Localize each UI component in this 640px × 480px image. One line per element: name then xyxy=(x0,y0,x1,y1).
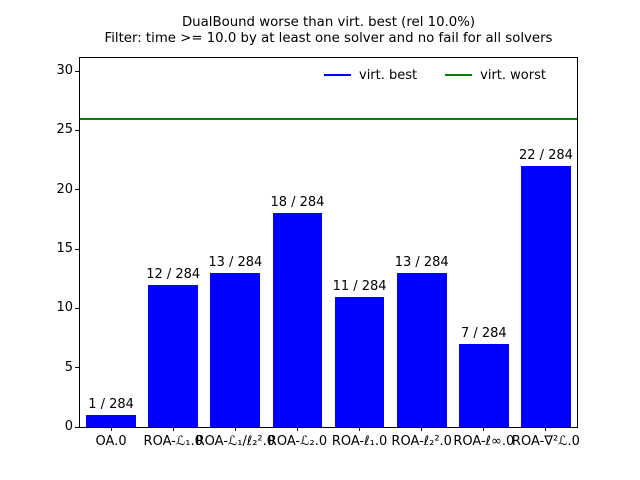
x-axis-tick-label: ROA-ℒ₁/ℓ₂².0 xyxy=(195,434,276,449)
chart-title: DualBound worse than virt. best (rel 10.… xyxy=(80,15,577,47)
bar-value-label: 13 / 284 xyxy=(208,254,263,270)
virt-worst-line xyxy=(80,117,577,120)
bar xyxy=(396,272,447,427)
y-axis-tick xyxy=(75,367,79,369)
x-axis-tick-label: ROA-ℓ₁.0 xyxy=(331,434,388,449)
bar-value-label: 18 / 284 xyxy=(270,195,325,211)
bar xyxy=(210,272,261,427)
bar xyxy=(148,284,199,427)
bar xyxy=(334,296,385,427)
bar xyxy=(521,165,571,427)
chart-title-line2: Filter: time >= 10.0 by at least one sol… xyxy=(104,31,553,47)
y-axis-tick xyxy=(75,248,79,250)
x-axis-tick xyxy=(172,427,174,431)
y-axis-tick-label: 0 xyxy=(64,419,73,434)
x-axis-tick xyxy=(359,427,361,431)
x-axis-tick xyxy=(545,427,547,431)
x-axis-tick-label: OA.0 xyxy=(95,434,127,449)
x-axis-tick xyxy=(421,427,423,431)
bar xyxy=(272,213,323,427)
y-axis-tick-label: 10 xyxy=(56,300,73,316)
legend: virt. best virt. worst xyxy=(324,67,546,83)
y-axis-tick-label: 25 xyxy=(56,122,73,138)
legend-line-virt-worst xyxy=(445,74,473,76)
y-axis-tick xyxy=(75,189,79,191)
legend-label-virt-best: virt. best xyxy=(359,67,418,83)
y-axis-tick xyxy=(75,307,79,309)
y-axis-tick-label: 20 xyxy=(56,181,73,197)
y-axis-tick-label: 5 xyxy=(64,359,73,375)
x-axis-tick-label: ROA-ℓ₂².0 xyxy=(391,434,452,449)
bar-value-label: 7 / 284 xyxy=(460,325,507,341)
legend-line-virt-best xyxy=(324,74,351,76)
chart-title-line1: DualBound worse than virt. best (rel 10.… xyxy=(181,15,476,30)
y-axis-tick-label: 30 xyxy=(56,63,73,79)
x-axis-tick xyxy=(296,427,298,431)
y-axis-tick xyxy=(75,129,79,131)
x-axis-tick xyxy=(483,427,485,431)
x-axis-tick-label: ROA-ℓ∞.0 xyxy=(453,434,515,449)
bar-value-label: 11 / 284 xyxy=(332,278,387,294)
x-axis-tick-label: ROA-ℒ₁.0 xyxy=(143,434,203,449)
y-axis-tick xyxy=(75,426,79,428)
bar-value-label: 12 / 284 xyxy=(146,266,201,282)
bar xyxy=(86,415,136,427)
bar-value-label: 13 / 284 xyxy=(394,254,449,270)
x-axis-tick xyxy=(234,427,236,431)
bar xyxy=(458,343,509,427)
legend-label-virt-worst: virt. worst xyxy=(480,67,546,83)
x-axis-tick-label: ROA-∇²ℒ.0 xyxy=(511,434,580,449)
y-axis-tick-label: 15 xyxy=(56,241,73,257)
bar-value-label: 1 / 284 xyxy=(88,397,134,413)
x-axis-tick-label: ROA-ℒ₂.0 xyxy=(267,434,328,449)
x-axis-tick xyxy=(110,427,112,431)
plot-area: 0 5 10 15 20 25 30 OA.0 1 / 284 ROA-ℒ₁.0 12 / 284 R… xyxy=(56,57,580,449)
bar-value-label: 22 / 284 xyxy=(518,147,573,163)
y-axis-tick xyxy=(75,70,79,72)
